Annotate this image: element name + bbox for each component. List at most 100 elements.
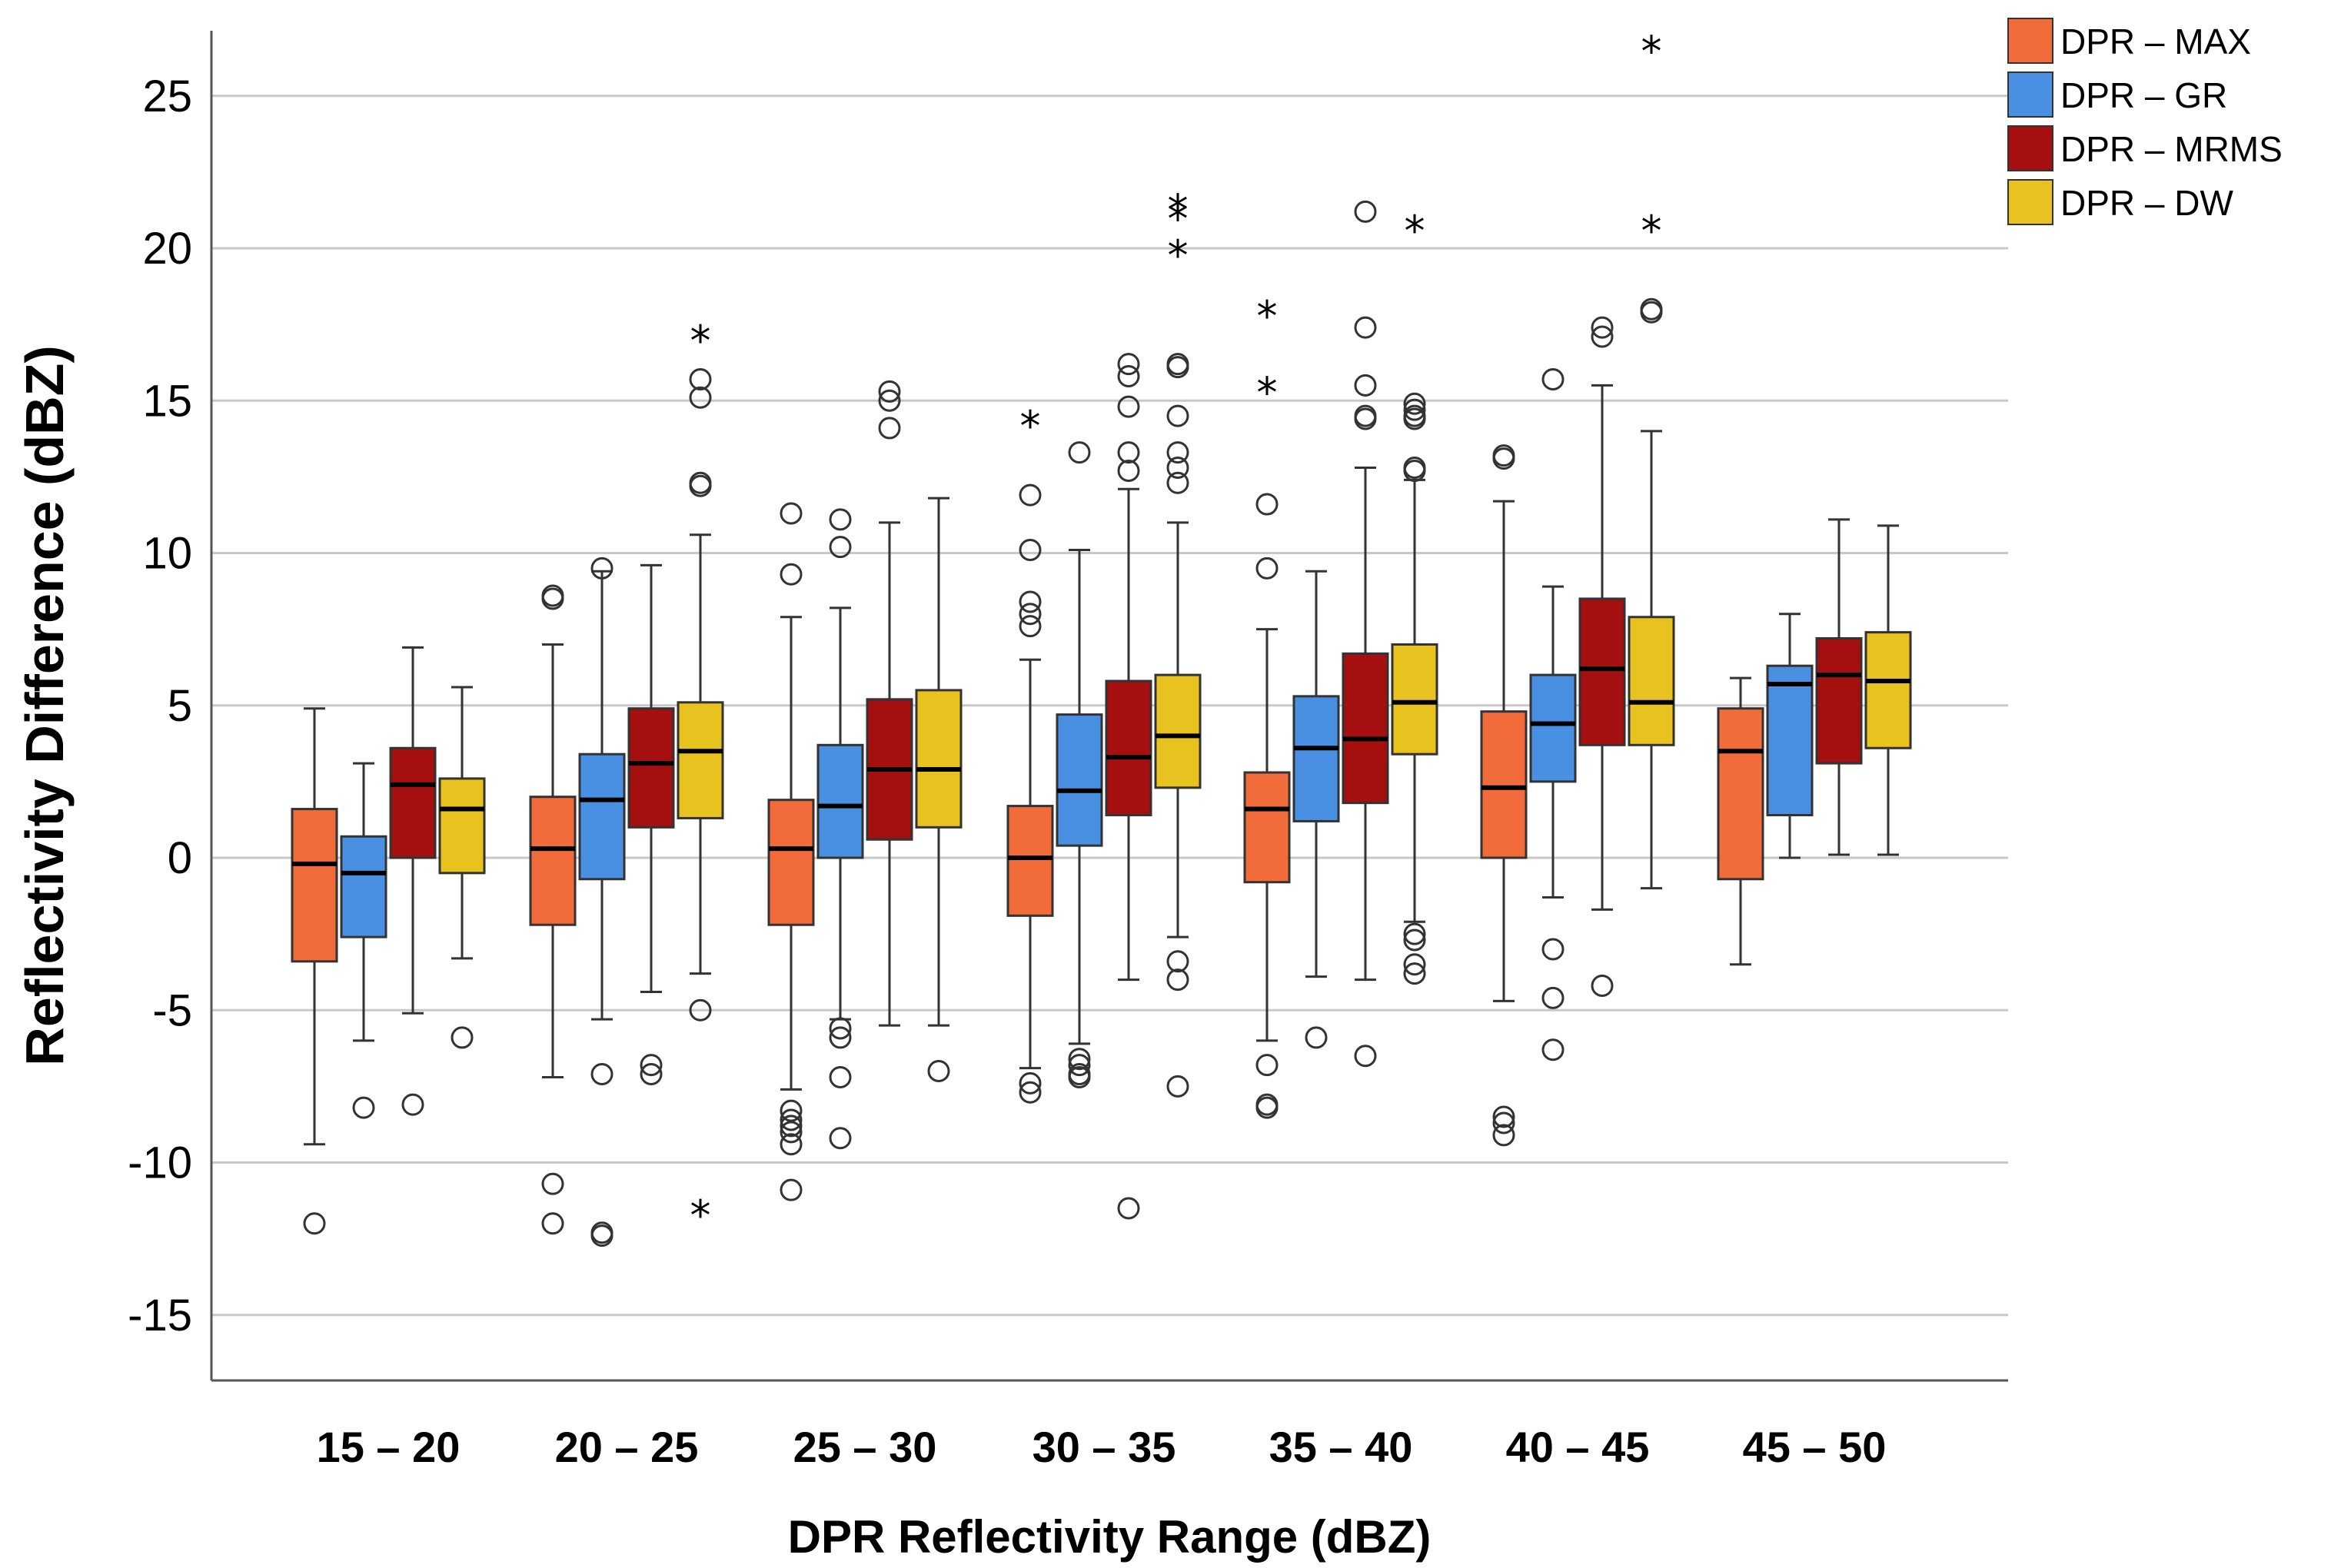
box-body (1578, 597, 1626, 746)
box-1-4 (1292, 570, 1340, 1049)
outlier-8 (1403, 953, 1426, 976)
outlier-1 (1492, 447, 1515, 470)
x-tick-label-3: 30 – 35 (1033, 1423, 1176, 1471)
y-tick-label-2: 15 (142, 376, 192, 426)
legend-swatch-2 (2007, 125, 2053, 171)
outlier-4 (1117, 459, 1140, 482)
extreme-0: * (1405, 207, 1425, 255)
outlier-8 (1166, 1075, 1189, 1098)
y-tick-labels: 25 20 15 10 5 0 -5 -10 -15 (128, 71, 192, 1340)
y-tick-label-8: -15 (128, 1291, 192, 1340)
legend-label-0: DPR – MAX (2060, 22, 2251, 61)
outlier-0 (1305, 1026, 1328, 1049)
outlier-5 (780, 1121, 803, 1144)
y-tick-label-3: 10 (142, 529, 192, 579)
legend-label-1: DPR – GR (2060, 75, 2227, 115)
outlier-1 (1166, 356, 1189, 379)
box-body (291, 808, 338, 963)
box-body (1292, 695, 1340, 822)
outlier-0 (401, 1093, 424, 1116)
outlier-5 (1403, 459, 1426, 482)
box-body (1628, 616, 1675, 746)
box-0-0 (291, 707, 338, 1235)
series-0: *** (291, 292, 1764, 1235)
box-body (1864, 631, 1912, 749)
box-0-2 (767, 502, 815, 1201)
outlier-2 (1117, 395, 1140, 418)
box-series: *********** (291, 27, 1912, 1247)
box-2-2 (866, 380, 913, 1027)
outlier-1 (1117, 365, 1140, 388)
box-0-1 (529, 584, 577, 1235)
x-axis-title: DPR Reflectivity Range (dBZ) (788, 1511, 1432, 1563)
box-body (1529, 673, 1577, 783)
outlier-3 (1166, 441, 1189, 464)
outlier-1 (541, 587, 564, 610)
series-3: ******** (438, 27, 1912, 1240)
box-body (1105, 679, 1152, 816)
outlier-4 (829, 1065, 852, 1088)
y-tick-label-6: -5 (152, 985, 192, 1035)
outlier-2 (1255, 1054, 1279, 1077)
outlier-4 (1166, 456, 1189, 479)
x-tick-label-1: 20 – 25 (555, 1423, 699, 1471)
outlier-0 (1403, 392, 1426, 415)
box-body (340, 835, 387, 938)
extreme-0: * (690, 317, 711, 365)
x-tick-label-0: 15 – 20 (317, 1423, 461, 1471)
y-tick-label-0: 25 (142, 71, 192, 121)
box-1-1 (578, 556, 626, 1247)
box-body (816, 743, 864, 859)
outlier-5 (1354, 1045, 1377, 1068)
outlier-6 (1166, 950, 1189, 973)
box-0-5 (1480, 444, 1528, 1147)
outlier-1 (1541, 938, 1565, 961)
outlier-1 (780, 563, 803, 586)
outlier-3 (541, 1212, 564, 1235)
outlier-1 (1640, 301, 1663, 324)
box-1-5 (1529, 367, 1577, 1061)
outlier-7 (1403, 929, 1426, 952)
x-tick-label-2: 25 – 30 (793, 1423, 937, 1471)
box-body (1766, 664, 1814, 816)
outlier-0 (829, 508, 852, 531)
outlier-3 (829, 1026, 852, 1049)
box-body (389, 746, 437, 859)
extreme-0: * (1020, 402, 1041, 450)
outlier-0 (1591, 316, 1614, 339)
box-2-4 (1342, 200, 1389, 1068)
outlier-6 (1019, 1081, 1042, 1104)
outlier-5 (1166, 471, 1189, 494)
box-body (1243, 771, 1291, 884)
outlier-0 (352, 1096, 375, 1119)
box-3-2 (915, 497, 963, 1083)
box-body (677, 701, 724, 819)
legend-swatch-0 (2007, 18, 2053, 64)
outlier-0 (303, 1212, 326, 1235)
series-2 (389, 200, 1863, 1220)
y-tick-label-7: -10 (128, 1138, 192, 1188)
box-1-3 (1056, 441, 1103, 1088)
box-2-6 (1815, 518, 1863, 856)
box-body (627, 707, 675, 829)
outlier-2 (878, 417, 901, 440)
box-1-0 (340, 762, 387, 1119)
x-tick-label-6: 45 – 50 (1743, 1423, 1887, 1471)
outlier-2 (1354, 374, 1377, 397)
y-tick-label-4: 5 (168, 681, 192, 731)
outlier-6 (780, 1133, 803, 1156)
box-body (1342, 652, 1389, 805)
outlier-3 (1492, 1111, 1515, 1134)
outlier-2 (1541, 986, 1565, 1009)
outlier-0 (878, 380, 901, 403)
outlier-0 (1541, 367, 1565, 390)
box-body (1056, 713, 1103, 847)
box-body (1391, 643, 1438, 756)
outlier-7 (780, 1178, 803, 1201)
outlier-1 (640, 1063, 663, 1086)
box-3-4: * (1391, 207, 1438, 985)
box-3-5: ** (1628, 27, 1675, 890)
extreme-0: * (1641, 27, 1662, 75)
box-body (1154, 673, 1202, 789)
